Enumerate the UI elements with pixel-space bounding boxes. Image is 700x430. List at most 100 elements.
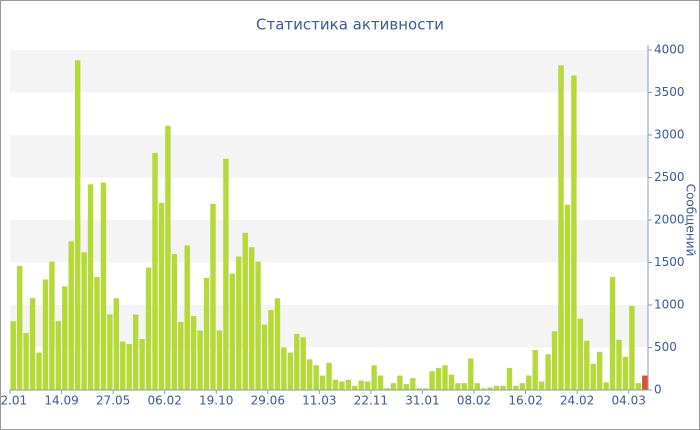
bar — [274, 298, 281, 390]
bar — [126, 344, 132, 390]
bar — [551, 331, 558, 390]
bar — [139, 339, 145, 390]
bar — [622, 356, 629, 390]
bar — [532, 350, 538, 390]
y-tick-label: 4000 — [654, 43, 685, 57]
bar — [203, 277, 210, 390]
bar — [107, 314, 113, 390]
bar — [519, 383, 526, 390]
bar — [132, 314, 139, 390]
bar — [152, 152, 158, 390]
bar — [538, 381, 545, 390]
x-tick-label: 14.09 — [44, 394, 78, 408]
bar — [506, 367, 513, 390]
bar — [87, 184, 94, 390]
bar — [223, 158, 229, 390]
y-tick-label: 2500 — [654, 170, 685, 184]
bar — [94, 276, 100, 390]
bar — [584, 340, 590, 390]
bar — [306, 359, 313, 390]
bar — [55, 321, 62, 390]
bar — [171, 254, 178, 390]
bar — [487, 387, 493, 390]
bar — [571, 75, 577, 390]
bar — [461, 383, 468, 390]
bar — [197, 330, 203, 390]
bar — [397, 375, 403, 390]
bar — [248, 247, 255, 390]
bar — [429, 371, 435, 390]
x-tick-label: 19.10 — [199, 394, 233, 408]
bar — [384, 388, 390, 390]
bar — [377, 375, 384, 390]
chart-title: Статистика активности — [256, 16, 444, 34]
bar — [480, 388, 487, 390]
bar — [493, 385, 500, 390]
x-tick-label: 02.01 — [0, 394, 27, 408]
bar — [558, 65, 564, 391]
bar — [332, 379, 339, 390]
y-tick-label: 1000 — [654, 298, 685, 312]
x-tick-label: 06.02 — [147, 394, 181, 408]
bar — [210, 203, 216, 390]
bar — [500, 385, 506, 390]
bar — [184, 245, 190, 390]
bar — [100, 182, 107, 390]
y-tick-label: 1500 — [654, 255, 685, 269]
bar — [62, 286, 68, 390]
y-tick-label: 500 — [654, 340, 677, 354]
grid-band — [10, 220, 648, 263]
bar — [352, 385, 358, 390]
y-tick-label: 3000 — [654, 128, 685, 142]
bar — [642, 375, 648, 390]
bar — [416, 388, 422, 390]
bar — [287, 352, 294, 390]
bar — [268, 310, 274, 390]
bar — [81, 252, 87, 390]
bar — [474, 383, 480, 390]
bar — [371, 365, 377, 390]
y-tick-label: 0 — [654, 383, 662, 397]
bar — [281, 347, 287, 390]
bar — [422, 388, 429, 390]
y-tick-label: 3500 — [654, 85, 685, 99]
x-tick-label: 04.03 — [611, 394, 645, 408]
bar — [294, 333, 300, 390]
bar — [68, 241, 74, 390]
x-tick-label: 31.01 — [405, 394, 439, 408]
bar — [455, 383, 461, 390]
bar — [435, 367, 442, 390]
grid-band — [10, 135, 648, 178]
x-tick-label: 16.02 — [508, 394, 542, 408]
bar — [358, 380, 364, 390]
y-axis-label: Сообщений — [684, 184, 698, 257]
bar — [596, 351, 603, 390]
bar — [10, 321, 16, 390]
bar — [345, 379, 352, 390]
bar — [364, 381, 371, 390]
bar — [319, 375, 326, 390]
bar — [603, 382, 609, 390]
bar — [120, 341, 126, 390]
bar — [113, 298, 120, 390]
bar — [36, 352, 42, 390]
bar — [526, 375, 532, 390]
grid-band — [10, 50, 648, 93]
bar — [339, 381, 345, 390]
bar — [242, 232, 248, 390]
bar — [326, 362, 332, 390]
bar — [261, 324, 268, 390]
bar — [255, 261, 261, 390]
bar — [216, 330, 223, 390]
x-tick-label: 27.05 — [96, 394, 130, 408]
bar — [42, 279, 49, 390]
bar — [23, 333, 29, 390]
bar — [229, 273, 236, 390]
bar — [313, 365, 319, 390]
bar — [236, 256, 242, 390]
bar — [300, 337, 306, 390]
bar — [190, 316, 197, 390]
x-tick-label: 11.03 — [302, 394, 336, 408]
